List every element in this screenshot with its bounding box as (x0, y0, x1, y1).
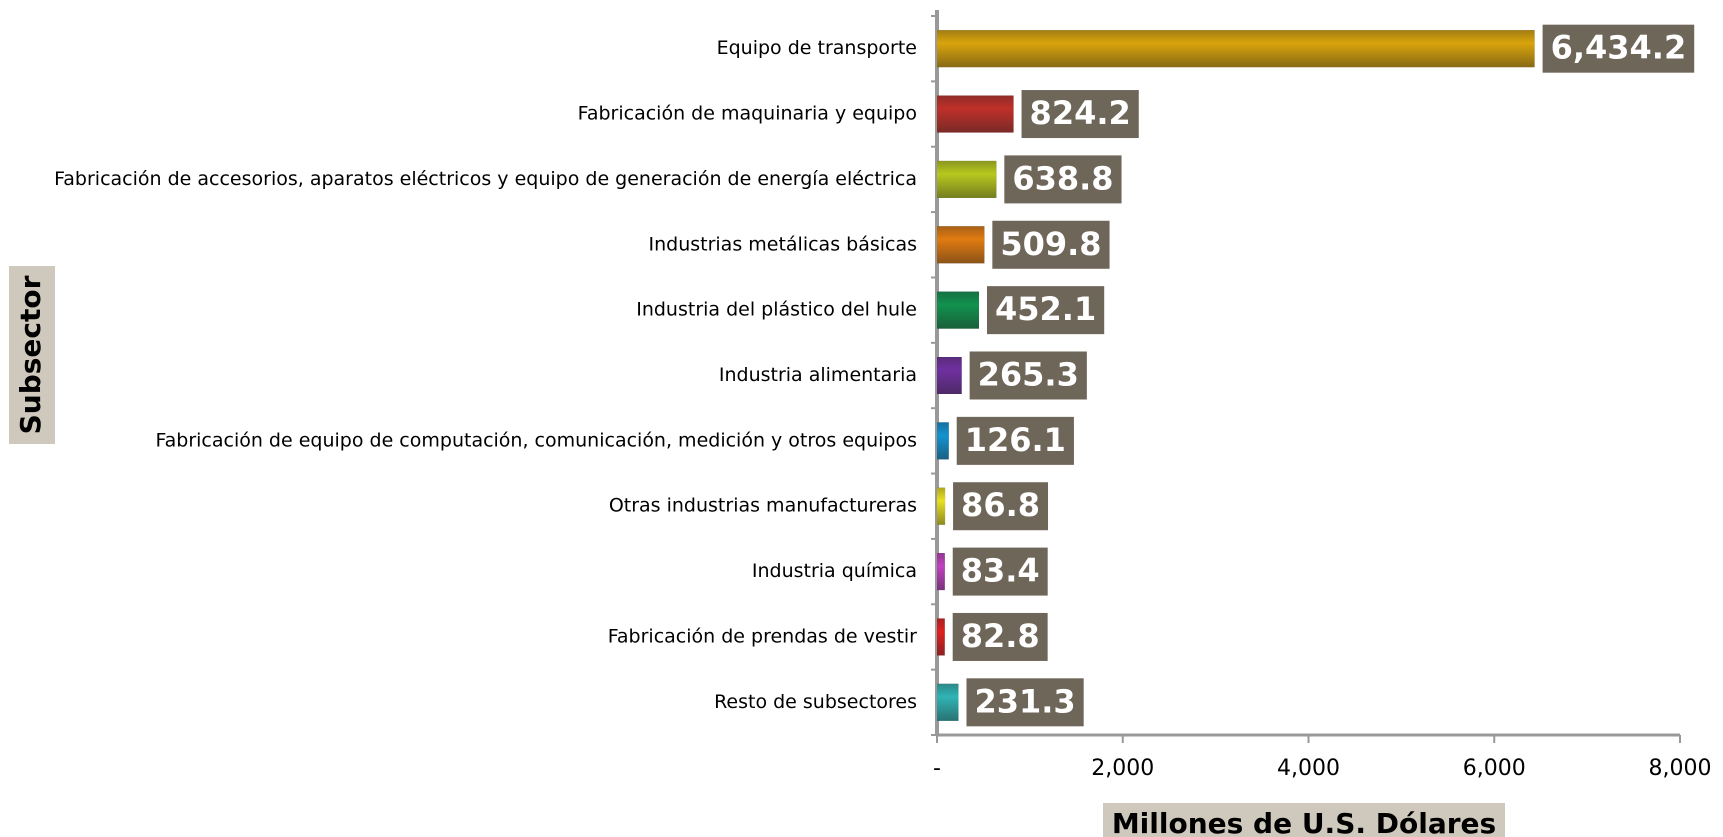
x-axis-title: Millones de U.S. Dólares (1112, 807, 1496, 837)
bar (937, 226, 985, 264)
bar (937, 422, 949, 460)
value-label: 83.4 (961, 552, 1040, 590)
category-label: Industria alimentaria (719, 364, 917, 386)
category-label: Fabricación de equipo de computación, co… (155, 429, 917, 451)
category-label: Fabricación de maquinaria y equipo (578, 103, 917, 125)
bar (937, 95, 1014, 133)
value-label-box (952, 612, 1048, 661)
x-tick-label: 8,000 (1649, 756, 1712, 781)
value-label: 86.8 (961, 486, 1040, 524)
bar (937, 553, 945, 591)
value-label: 509.8 (1000, 225, 1101, 263)
bar (937, 357, 962, 394)
category-label: Fabricación de prendas de vestir (608, 625, 917, 647)
value-label-box (986, 286, 1105, 335)
value-label-box (1542, 24, 1695, 73)
category-label: Equipo de transporte (717, 37, 917, 59)
value-label: 638.8 (1012, 159, 1113, 197)
y-title-box (9, 266, 55, 444)
category-label: Resto de subsectores (714, 691, 917, 713)
category-label: Industrias metálicas básicas (648, 233, 917, 255)
x-tick-label: - (933, 756, 941, 781)
bar (937, 160, 997, 198)
value-label-box (969, 351, 1087, 400)
value-label: 82.8 (961, 617, 1040, 655)
value-label-box (956, 416, 1074, 465)
value-label: 126.1 (965, 421, 1066, 459)
bar (937, 618, 945, 656)
value-label-box (992, 220, 1110, 269)
bar (937, 683, 959, 721)
x-tick-label: 2,000 (1091, 756, 1154, 781)
value-label: 452.1 (995, 290, 1096, 328)
value-label-box (966, 678, 1084, 727)
x-tick-label: 4,000 (1277, 756, 1340, 781)
x-tick-label: 6,000 (1463, 756, 1526, 781)
value-label-box (952, 547, 1048, 596)
value-label: 824.2 (1030, 94, 1131, 132)
value-label-box (953, 482, 1049, 531)
category-label: Otras industrias manufactureras (609, 495, 917, 517)
category-label: Fabricación de accesorios, aparatos eléc… (54, 168, 917, 190)
value-label: 231.3 (974, 682, 1075, 720)
bar (937, 291, 979, 329)
value-label-box (1004, 155, 1122, 204)
value-label: 6,434.2 (1551, 29, 1687, 67)
y-axis-title: Subsector (14, 275, 47, 434)
x-title-box (1103, 803, 1505, 837)
value-label-box (1021, 90, 1139, 139)
bar (937, 487, 946, 525)
category-label: Industria del plástico del hule (636, 299, 917, 321)
category-label: Industria química (752, 560, 917, 582)
value-label: 265.3 (978, 356, 1079, 394)
bar (937, 30, 1535, 68)
